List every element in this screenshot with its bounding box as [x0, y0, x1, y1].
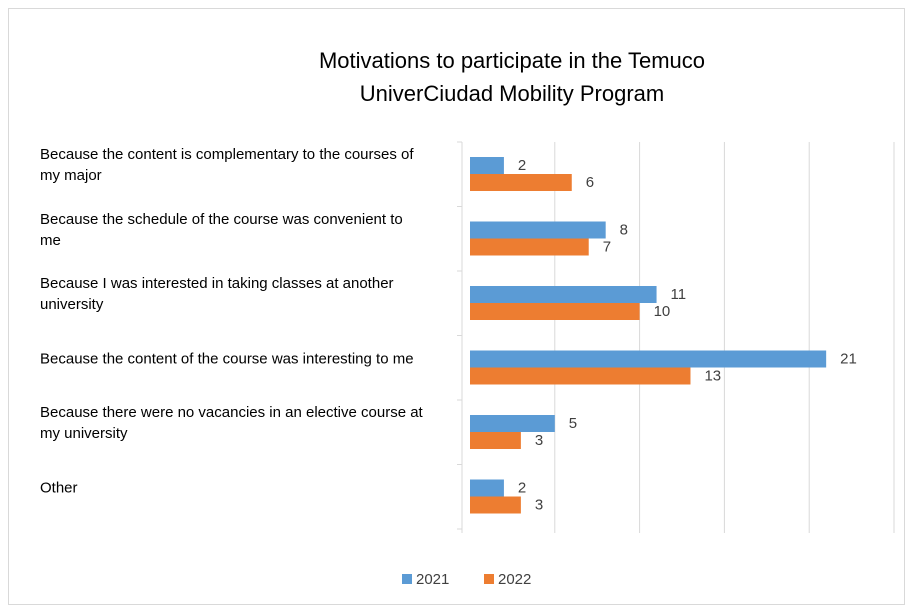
- data-label: 6: [586, 174, 594, 191]
- bar: [470, 367, 691, 385]
- data-label: 10: [654, 303, 671, 320]
- bar: [470, 157, 504, 174]
- data-label: 5: [569, 415, 577, 432]
- data-label: 7: [603, 238, 611, 255]
- chart-border: [8, 8, 905, 605]
- y-tick-label: Because there were no vacancies in an el…: [40, 404, 423, 442]
- y-tick-label: Because the content of the course was in…: [40, 350, 414, 367]
- data-label: 8: [620, 221, 628, 238]
- y-tick-label: Because the content is complementary to …: [40, 146, 414, 184]
- data-label: 13: [704, 367, 721, 384]
- bar: [470, 350, 827, 368]
- y-tick-label: Because the schedule of the course was c…: [40, 210, 403, 249]
- data-label: 11: [671, 286, 687, 303]
- legend-label: 2022: [498, 571, 531, 588]
- data-label: 3: [535, 432, 543, 449]
- legend-swatch: [402, 574, 412, 584]
- legend-label: 2021: [416, 571, 449, 588]
- data-label: 2: [518, 157, 526, 174]
- legend-swatch: [484, 574, 494, 584]
- bar: [470, 286, 657, 303]
- data-label: 21: [840, 350, 857, 367]
- bar: [470, 303, 640, 320]
- bar: [470, 432, 521, 449]
- bar: [470, 415, 555, 432]
- data-label: 3: [535, 496, 543, 513]
- y-tick-label: Other: [40, 479, 78, 496]
- bar: [470, 221, 606, 239]
- data-label: 2: [518, 479, 526, 496]
- bar: [470, 496, 521, 514]
- bar: [470, 174, 572, 191]
- bar: [470, 479, 504, 497]
- y-tick-label: Because I was interested in taking class…: [40, 275, 394, 313]
- chart-title: Motivations to participate in the Temuco…: [318, 48, 706, 106]
- bar: [470, 238, 589, 256]
